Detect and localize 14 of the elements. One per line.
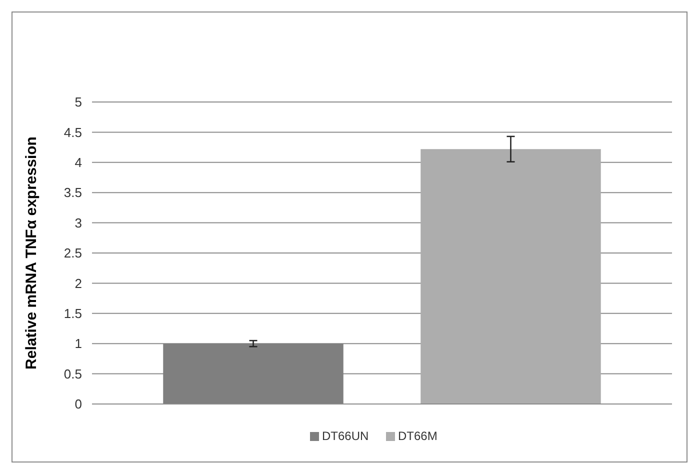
y-tick-label: 1 bbox=[74, 336, 82, 352]
y-tick-label: 3.5 bbox=[64, 185, 82, 200]
y-tick-label: 2 bbox=[74, 276, 82, 291]
y-tick-label: 1.5 bbox=[64, 306, 82, 321]
y-tick-label: 0.5 bbox=[64, 366, 82, 382]
y-tick-label: 2.5 bbox=[64, 246, 82, 261]
y-tick-label: 4 bbox=[74, 154, 82, 170]
y-tick-label: 5 bbox=[74, 94, 82, 110]
y-tick-label: 3 bbox=[74, 215, 82, 230]
legend-label: DT66UN bbox=[322, 429, 369, 443]
legend-label: DT66M bbox=[398, 429, 438, 443]
y-axis-title: Relative mRNA TNFα expression bbox=[23, 136, 40, 370]
y-tick-label: 4.5 bbox=[64, 124, 82, 140]
y-tick-label: 0 bbox=[74, 396, 82, 412]
